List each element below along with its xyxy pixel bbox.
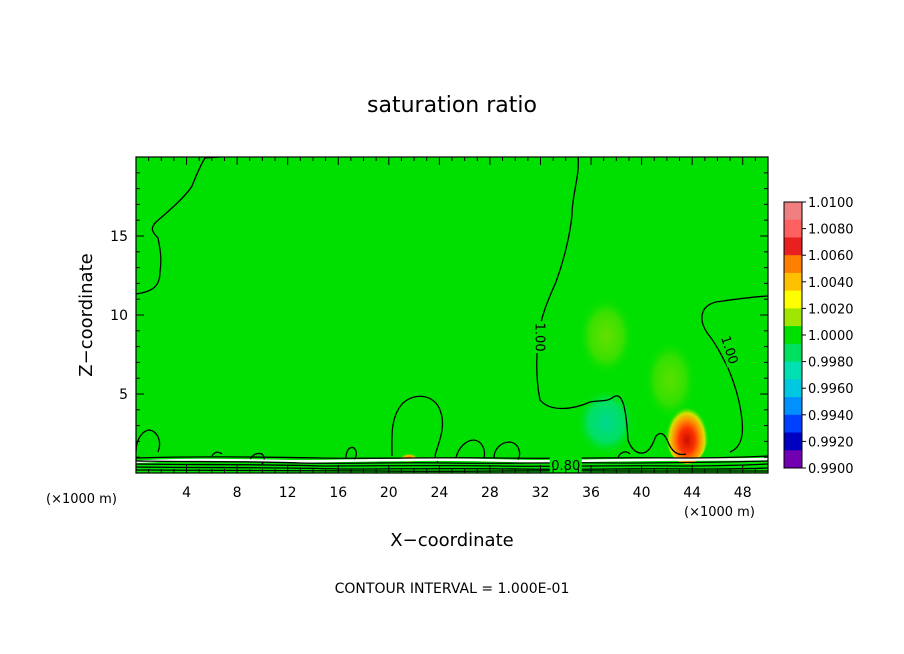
colorbar-swatch — [784, 326, 802, 345]
colorbar-label: 1.0020 — [808, 302, 854, 317]
y-axis-ticks: 5 10 15 — [110, 172, 768, 458]
x-tick-label: 16 — [329, 485, 347, 501]
colorbar-swatch — [784, 432, 802, 451]
colorbar-label: 0.9940 — [808, 409, 854, 424]
contour-1-00-center — [536, 157, 687, 456]
colorbar-swatch — [784, 202, 802, 221]
contour-bump-22 — [391, 395, 444, 463]
y-tick-label: 5 — [119, 387, 128, 403]
colorbar-swatch — [784, 379, 802, 398]
colorbar-label: 1.0000 — [808, 329, 854, 344]
x-tick-label: 48 — [734, 485, 752, 501]
x-tick-label: 20 — [380, 485, 398, 501]
contour-bump-6 — [211, 451, 223, 457]
contour-bump-17 — [345, 446, 357, 461]
y-axis-unit: (×1000 m) — [46, 492, 117, 507]
x-axis-label: X−coordinate — [390, 530, 513, 551]
x-tick-label: 40 — [633, 485, 651, 501]
colorbar-label: 0.9980 — [808, 356, 854, 371]
y-axis-label: Z−coordinate — [76, 253, 97, 376]
x-tick-label: 4 — [182, 485, 191, 501]
colorbar-swatch — [784, 450, 802, 469]
colorbar-swatch — [784, 308, 802, 327]
contour-label-bg — [717, 332, 743, 368]
chart-title: saturation ratio — [367, 93, 537, 118]
contour-1-00-right — [701, 295, 768, 453]
x-tick-label: 8 — [233, 485, 242, 501]
contour-label-bg — [532, 321, 549, 354]
colorbar-label: 1.0040 — [808, 276, 854, 291]
colorbar-swatch — [784, 343, 802, 363]
contour-bump-27 — [455, 439, 486, 459]
colorbar-swatch — [784, 414, 802, 434]
contour-bump-38 — [617, 451, 631, 459]
colorbar-label: 0.9900 — [808, 462, 854, 477]
colorbar-swatch — [784, 255, 802, 274]
colorbar: 1.0100 1.0080 1.0060 1.0040 1.0020 1.0000 0.99… — [783, 196, 854, 477]
feature-red-core — [665, 396, 709, 464]
colorbar-swatch — [784, 219, 802, 238]
saturation-field — [136, 157, 768, 473]
plot-area: 1.00 1.000.80 — [136, 157, 768, 474]
feature-yellowgreen-upper — [578, 296, 634, 376]
contour-label: 0.80 — [551, 459, 580, 474]
colorbar-label: 0.9960 — [808, 382, 854, 397]
contour-label: 1.00 — [531, 323, 546, 352]
x-axis-unit: (×1000 m) — [684, 505, 755, 520]
colorbar-label: 1.0100 — [808, 196, 854, 211]
colorbar-label: 0.9920 — [808, 435, 854, 450]
colorbar-swatch — [784, 272, 802, 292]
contour-1-00-left — [136, 157, 221, 295]
colorbar-swatch — [784, 290, 802, 309]
colorbar-label: 1.0080 — [808, 223, 854, 238]
colorbar-swatch — [784, 397, 802, 416]
x-tick-label: 12 — [279, 485, 297, 501]
x-axis-ticks: 4 8 12 16 20 24 28 32 36 40 44 48 — [148, 157, 756, 501]
contour-0-90 — [136, 457, 768, 464]
x-tick-label: 36 — [582, 485, 600, 501]
contour-bump-left — [136, 429, 161, 453]
colorbar-swatch — [784, 237, 802, 256]
contour-labels: 1.00 1.000.80 — [531, 321, 743, 474]
colorbar-label: 1.0060 — [808, 249, 854, 264]
contour-0-70 — [136, 460, 768, 464]
feature-cyan — [576, 388, 636, 456]
y-tick-label: 15 — [110, 229, 128, 245]
x-tick-label: 44 — [683, 485, 701, 501]
x-tick-label: 24 — [430, 485, 448, 501]
contour-interval-note: CONTOUR INTERVAL = 1.000E-01 — [335, 581, 570, 597]
contour-0-50 — [136, 466, 768, 470]
x-tick-label: 32 — [532, 485, 550, 501]
contour-label-bg — [549, 457, 582, 473]
y-tick-label: 10 — [110, 308, 128, 324]
x-tick-label: 28 — [481, 485, 499, 501]
contour-0-80 — [136, 455, 768, 459]
colorbar-swatch — [784, 361, 802, 380]
contour-bump-30 — [493, 441, 521, 461]
